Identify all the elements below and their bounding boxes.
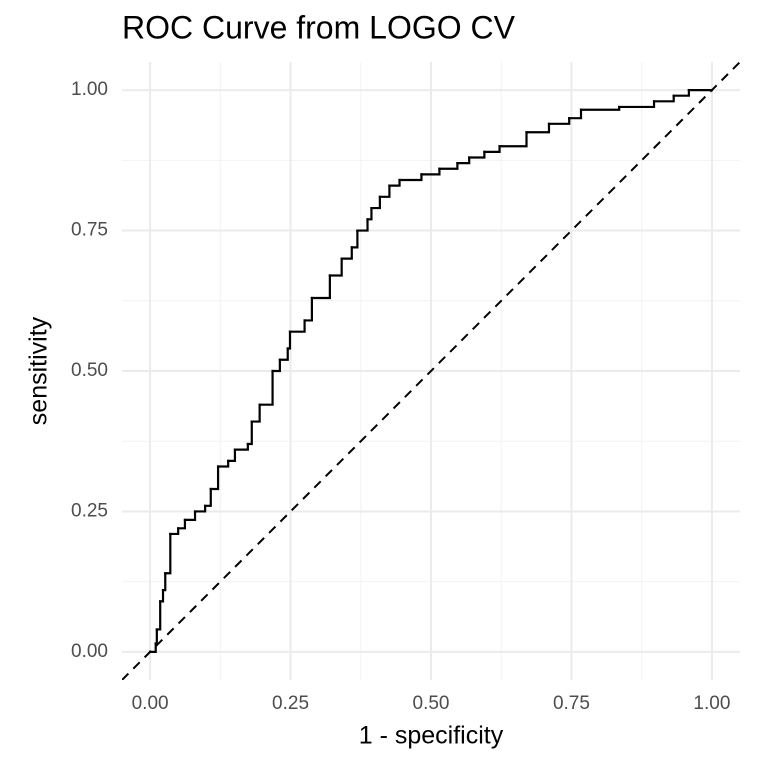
roc-step: [169, 527, 180, 536]
x-tick-label: 0.75: [553, 693, 590, 714]
roc-step: [370, 195, 381, 210]
reference-line: [122, 62, 740, 680]
x-tick-label: 1.00: [693, 693, 730, 714]
roc-step: [398, 173, 423, 182]
roc-step: [303, 296, 313, 322]
roc-step: [618, 100, 656, 109]
plot-area: [122, 62, 740, 680]
roc-step: [209, 465, 220, 491]
roc-step: [258, 369, 274, 406]
roc-step: [250, 403, 261, 423]
roc-step: [468, 150, 486, 159]
roc-step: [278, 347, 289, 361]
roc-step: [652, 94, 675, 103]
roc-step: [216, 459, 230, 468]
grid: [122, 62, 740, 680]
roc-step: [177, 518, 187, 530]
y-axis-title: sensitivity: [25, 316, 53, 425]
roc-step: [233, 442, 249, 451]
x-tick-label: 0.50: [413, 693, 450, 714]
y-tick-label: 1.00: [71, 79, 108, 100]
roc-step: [193, 504, 207, 513]
roc-step: [340, 246, 353, 260]
roc-step: [204, 487, 212, 507]
roc-step: [154, 628, 158, 645]
roc-step: [246, 420, 253, 446]
x-tick-label: 0.25: [272, 693, 309, 714]
roc-step: [183, 510, 197, 521]
roc-step: [579, 105, 621, 111]
roc-step: [672, 88, 690, 97]
roc-step: [456, 156, 471, 165]
x-tick-label: 0.00: [132, 693, 169, 714]
roc-step: [483, 145, 501, 153]
roc-step: [155, 600, 162, 631]
roc-step: [388, 178, 401, 187]
roc-step: [159, 589, 165, 603]
roc-step: [227, 448, 237, 462]
chart-title: ROC Curve from LOGO CV: [122, 9, 516, 45]
roc-step: [271, 358, 281, 373]
roc-step: [328, 257, 343, 277]
roc-step: [568, 108, 583, 120]
y-tick-label: 0.25: [71, 500, 108, 521]
roc-step: [366, 206, 373, 221]
roc-step: [378, 184, 391, 198]
y-tick-label: 0.50: [71, 360, 108, 381]
roc-step: [286, 330, 292, 350]
roc-step: [420, 167, 441, 176]
x-axis-title: 1 - specificity: [359, 722, 504, 750]
roc-step: [498, 131, 528, 148]
roc-step: [288, 319, 306, 333]
roc-step: [547, 117, 571, 125]
y-tick-label: 0.75: [71, 220, 108, 241]
roc-step: [310, 274, 331, 300]
roc-step: [350, 229, 359, 249]
roc-step: [164, 532, 172, 575]
y-tick-label: 0.00: [71, 641, 108, 662]
roc-step: [438, 162, 459, 170]
roc-step: [161, 572, 167, 592]
roc-step: [148, 642, 157, 654]
roc-step: [356, 218, 369, 232]
roc-step: [525, 122, 551, 134]
